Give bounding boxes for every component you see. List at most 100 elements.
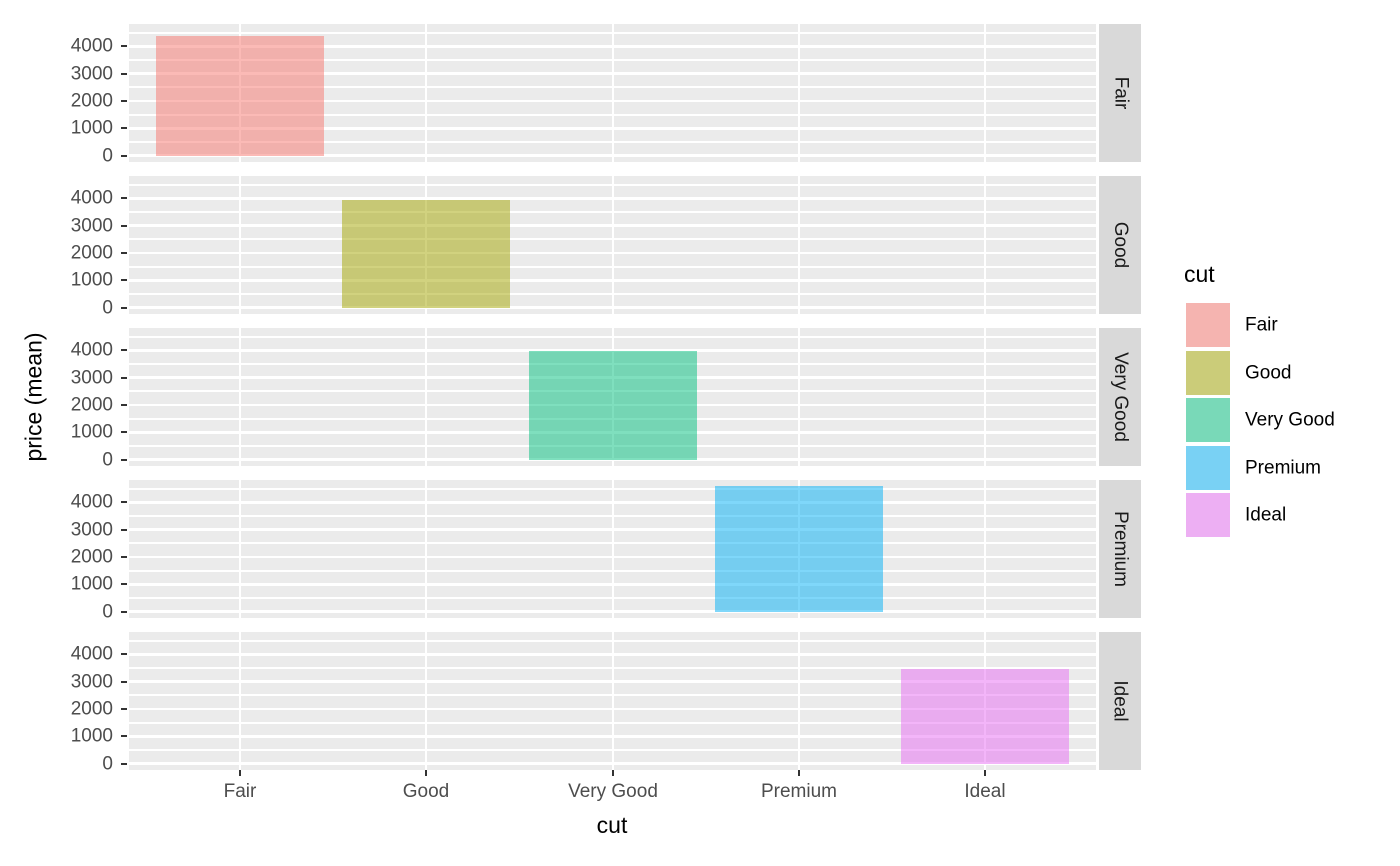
- vertical-gridline: [983, 176, 987, 314]
- facet-strip-label: Very Good: [1110, 352, 1131, 442]
- legend-key-premium: [1186, 445, 1230, 490]
- vertical-gridline: [238, 328, 242, 466]
- legend-key-fair: [1186, 303, 1230, 347]
- bar-premium: [715, 486, 883, 612]
- facet-panel-good: [129, 176, 1096, 314]
- vertical-gridline: [424, 480, 428, 618]
- y-tick-label: 2000: [70, 90, 113, 112]
- x-tick-mark: [798, 770, 800, 776]
- y-tick-mark: [121, 349, 127, 352]
- facet-panel-fair: [129, 24, 1096, 162]
- y-tick-label: 1000: [70, 117, 113, 139]
- facet-strip-very-good: Very Good: [1099, 328, 1141, 466]
- legend-label: Good: [1245, 362, 1292, 383]
- y-tick-label: 2000: [70, 698, 113, 720]
- y-tick-label: 1000: [70, 725, 113, 747]
- legend-key-good: [1186, 350, 1230, 395]
- x-tick-label: Good: [402, 781, 450, 802]
- vertical-gridline: [797, 328, 801, 466]
- y-tick-label: 0: [102, 145, 113, 167]
- vertical-gridline: [797, 24, 801, 162]
- y-tick-label: 2000: [70, 242, 113, 264]
- y-tick-mark: [121, 762, 127, 765]
- y-tick-label: 3000: [70, 367, 113, 389]
- vertical-gridline: [611, 24, 615, 162]
- x-tick-mark: [425, 770, 427, 776]
- y-tick-label: 0: [102, 297, 113, 319]
- y-tick-mark: [121, 197, 127, 200]
- y-tick-label: 4000: [70, 339, 113, 361]
- y-tick-label: 0: [102, 601, 113, 623]
- y-axis-title: price (mean): [20, 332, 47, 462]
- y-tick-label: 3000: [70, 215, 113, 237]
- legend-label: Very Good: [1245, 409, 1335, 431]
- y-tick-label: 3000: [70, 671, 113, 693]
- legend-title: cut: [1184, 261, 1215, 287]
- legend-swatch-fair: [1186, 303, 1230, 347]
- y-tick-mark: [121, 99, 127, 102]
- facet-strip-good: Good: [1099, 176, 1141, 314]
- vertical-gridline: [797, 632, 801, 770]
- y-tick-mark: [121, 306, 127, 309]
- x-tick-mark: [612, 770, 614, 776]
- y-tick-label: 3000: [70, 519, 113, 541]
- facet-strip-premium: Premium: [1099, 480, 1141, 618]
- y-tick-mark: [121, 127, 127, 130]
- legend-label: Premium: [1245, 457, 1322, 478]
- legend-swatch-premium: [1186, 445, 1230, 490]
- bar-fair: [156, 36, 324, 156]
- y-tick-mark: [121, 653, 127, 656]
- y-tick-label: 2000: [70, 546, 113, 568]
- facet-strip-label: Fair: [1109, 76, 1131, 110]
- facet-strip-label: Ideal: [1109, 680, 1131, 722]
- y-tick-label: 0: [102, 753, 113, 775]
- legend-key-very-good: [1186, 398, 1230, 442]
- y-tick-mark: [121, 583, 127, 586]
- x-tick-label: Ideal: [964, 781, 1006, 802]
- y-tick-label: 1000: [70, 573, 113, 595]
- y-tick-label: 4000: [70, 491, 113, 513]
- vertical-gridline: [424, 632, 428, 770]
- vertical-gridline: [238, 176, 242, 314]
- y-tick-mark: [121, 45, 127, 48]
- y-tick-label: 3000: [70, 63, 113, 85]
- vertical-gridline: [424, 24, 428, 162]
- x-tick-label: Fair: [223, 781, 257, 802]
- vertical-gridline: [611, 480, 615, 618]
- x-tick-label: Very Good: [568, 781, 658, 802]
- bar-good: [342, 200, 510, 308]
- y-tick-mark: [121, 528, 127, 531]
- vertical-gridline: [611, 632, 615, 770]
- facet-panel-premium: [129, 480, 1096, 618]
- y-tick-mark: [121, 154, 127, 157]
- y-tick-mark: [121, 501, 127, 504]
- vertical-gridline: [238, 480, 242, 618]
- vertical-gridline: [238, 632, 242, 770]
- y-tick-mark: [121, 707, 127, 710]
- y-tick-label: 0: [102, 449, 113, 471]
- bar-very-good: [529, 350, 697, 460]
- facet-strip-ideal: Ideal: [1099, 632, 1141, 770]
- vertical-gridline: [983, 328, 987, 466]
- x-axis-title: cut: [596, 812, 628, 838]
- vertical-gridline: [983, 480, 987, 618]
- legend-label: Fair: [1245, 314, 1278, 336]
- x-tick-mark: [984, 770, 986, 776]
- y-tick-mark: [121, 376, 127, 379]
- y-tick-mark: [121, 72, 127, 75]
- facet-strip-label: Good: [1110, 221, 1132, 269]
- vertical-gridline: [983, 24, 987, 162]
- legend-swatch-good: [1186, 350, 1230, 395]
- x-tick-label: Premium: [760, 781, 838, 802]
- facet-panel-very-good: [129, 328, 1096, 466]
- y-tick-label: 4000: [70, 187, 113, 209]
- x-tick-mark: [239, 770, 241, 776]
- vertical-gridline: [797, 176, 801, 314]
- y-tick-mark: [121, 403, 127, 406]
- facet-panel-ideal: [129, 632, 1096, 770]
- y-tick-mark: [121, 680, 127, 683]
- y-tick-mark: [121, 279, 127, 282]
- y-tick-label: 1000: [70, 421, 113, 443]
- y-tick-label: 4000: [70, 35, 113, 57]
